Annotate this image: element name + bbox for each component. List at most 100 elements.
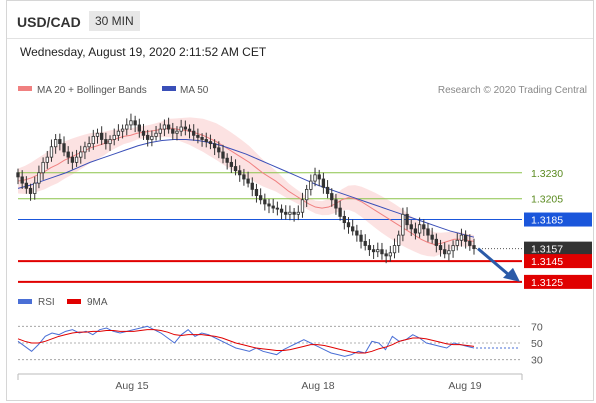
candle-body — [447, 250, 451, 255]
candle-body — [388, 252, 392, 257]
candle-body — [74, 156, 79, 163]
candle-body — [217, 147, 221, 153]
candle-body — [305, 188, 309, 201]
candle-body — [409, 224, 413, 230]
candle-body — [292, 211, 296, 215]
time-axis: Aug 15 Aug 18 Aug 19 — [17, 373, 523, 392]
candle-body — [28, 187, 33, 194]
candlesticks — [16, 113, 476, 264]
price-level-label: 1.3185 — [531, 215, 563, 227]
candle-body — [405, 213, 409, 226]
candle-body — [342, 216, 346, 224]
candle-body — [200, 137, 204, 140]
candle-body — [20, 176, 24, 184]
candle-body — [208, 141, 213, 145]
candle-body — [338, 207, 342, 217]
rsi-legend-label: RSI — [38, 297, 55, 308]
rsi-tick-label: 30 — [531, 355, 543, 367]
candle-body — [133, 120, 137, 126]
candle-body — [263, 199, 267, 205]
candle-body — [116, 130, 121, 136]
candle-body — [233, 166, 238, 172]
candle-body — [271, 205, 275, 209]
price-level-tag — [524, 274, 592, 289]
forecast-arrow-head — [503, 267, 520, 282]
ma50-legend-swatch — [162, 86, 176, 91]
candle-body — [246, 178, 250, 184]
candle-body — [376, 249, 380, 253]
candle-body — [37, 172, 41, 184]
candle-body — [58, 139, 62, 145]
candle-body — [192, 130, 196, 136]
time-tick-label: Aug 15 — [115, 380, 148, 392]
forecast-arrow — [477, 247, 520, 282]
candle-body — [463, 234, 468, 242]
candle-body — [91, 135, 95, 145]
candle-body — [150, 135, 154, 140]
ma9-legend-swatch — [67, 299, 81, 304]
ma50-line — [17, 138, 475, 238]
candle-body — [162, 124, 167, 130]
candle-body — [359, 234, 363, 242]
candle-body — [187, 128, 192, 132]
candle-body — [371, 249, 376, 253]
price-levels — [18, 172, 522, 283]
timeframe-badge[interactable]: 30 MIN — [89, 11, 140, 31]
rsi-tick-label: 70 — [531, 321, 543, 333]
ma50-legend-label: MA 50 — [180, 85, 209, 96]
candle-body — [100, 132, 104, 140]
candle-body — [108, 139, 112, 145]
candle-body — [451, 245, 455, 252]
candle-body — [413, 228, 418, 234]
candle-body — [325, 186, 330, 194]
candle-body — [212, 143, 217, 149]
ma9-legend-label: 9MA — [87, 297, 108, 308]
candle-body — [384, 253, 388, 257]
candle-body — [225, 157, 229, 163]
candle-body — [24, 182, 29, 189]
candle-body — [204, 139, 208, 142]
copyright-text: Research © 2020 Trading Central — [438, 85, 587, 96]
price-level-tag — [524, 254, 592, 269]
candle-body — [417, 224, 422, 234]
candle-body — [120, 128, 125, 132]
candle-body — [401, 213, 405, 236]
candle-body — [83, 146, 87, 153]
candle-body — [355, 230, 359, 236]
price-level-label: 1.3230 — [531, 168, 563, 180]
candle-body — [16, 172, 20, 178]
candle-body — [175, 130, 179, 134]
ma20-legend-swatch — [18, 86, 32, 91]
candle-body — [258, 195, 263, 201]
candle-body — [125, 124, 129, 130]
candle-body — [183, 126, 187, 130]
candle-body — [33, 182, 37, 194]
candle-body — [392, 245, 397, 254]
candle-body — [313, 174, 317, 182]
candle-body — [422, 224, 426, 230]
candle-body — [330, 193, 334, 201]
rsi-legend-swatch — [18, 299, 32, 304]
candle-body — [62, 143, 66, 153]
price-level-tag — [524, 241, 592, 256]
rsi-ma-line — [17, 329, 475, 354]
candle-body — [468, 240, 472, 246]
candle-body — [171, 128, 175, 134]
candle-body — [250, 182, 254, 190]
bollinger-band-fill — [18, 117, 474, 257]
candle-body — [321, 178, 326, 188]
time-tick-label: Aug 18 — [301, 380, 334, 392]
candle-body — [472, 245, 476, 250]
ma20-line — [17, 127, 475, 245]
candle-body — [196, 134, 200, 138]
candle-body — [288, 211, 292, 215]
candle-body — [41, 161, 45, 174]
candle-body — [455, 239, 459, 246]
price-level-label: 1.3145 — [531, 256, 563, 268]
candle-body — [346, 222, 351, 228]
candle-body — [49, 146, 54, 158]
price-level-tag — [524, 212, 592, 227]
price-level-label: 1.3157 — [531, 244, 563, 256]
candle-body — [434, 238, 439, 246]
